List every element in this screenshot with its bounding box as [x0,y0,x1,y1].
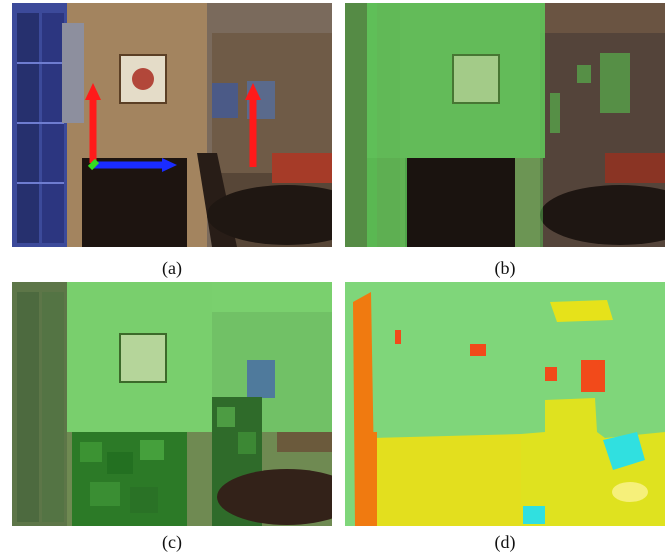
caption-b: (b) [494,258,516,278]
panel-d-image [345,282,665,526]
panel-c [12,282,332,526]
panel-a-image [12,3,332,247]
caption-a: (a) [162,258,182,278]
panel-b [345,3,665,247]
panel-b-image [345,3,665,247]
caption-d: (d) [494,532,516,552]
panel-a [12,3,332,247]
panel-c-image [12,282,332,526]
caption-c: (c) [162,532,182,552]
panel-d [345,282,665,526]
